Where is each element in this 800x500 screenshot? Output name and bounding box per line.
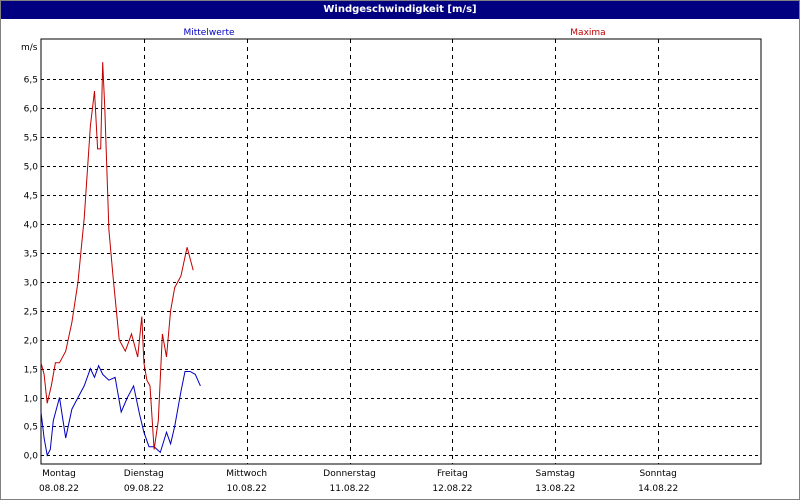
legend-maxima: Maxima xyxy=(570,28,605,38)
y-tick-label: 1,5 xyxy=(24,366,38,376)
y-tick-label: 2,5 xyxy=(24,308,38,318)
day-name-label: Sonntag xyxy=(639,469,676,479)
y-tick-label: 6,0 xyxy=(24,105,39,115)
y-tick-label: 3,0 xyxy=(24,279,39,289)
day-name-label: Montag xyxy=(42,469,76,479)
y-tick-label: 4,5 xyxy=(24,192,38,202)
day-date-label: 08.08.22 xyxy=(39,484,79,494)
window-title: Windgeschwindigkeit [m/s] xyxy=(1,1,799,19)
y-tick-label: 0,0 xyxy=(24,452,39,462)
y-tick-label: 3,5 xyxy=(24,250,38,260)
day-name-label: Samstag xyxy=(536,469,575,479)
y-tick-label: 5,5 xyxy=(24,134,38,144)
day-date-label: 11.08.22 xyxy=(330,484,370,494)
legend-mittelwerte: Mittelwerte xyxy=(183,28,234,38)
y-tick-label: 0,5 xyxy=(24,423,38,433)
y-tick-label: 4,0 xyxy=(24,221,39,231)
day-date-label: 09.08.22 xyxy=(124,484,164,494)
wind-speed-chart: Mittelwerte Maxima 0,0 0,5 1,0 1,5 2,0 2,5 3,0 3… xyxy=(21,28,762,494)
day-name-label: Dienstag xyxy=(124,469,164,479)
y-tick-label: 5,0 xyxy=(24,163,39,173)
plot-frame xyxy=(40,38,762,465)
day-date-label: 14.08.22 xyxy=(638,484,678,494)
day-date-label: 13.08.22 xyxy=(535,484,575,494)
y-tick-label: 6,5 xyxy=(24,76,38,86)
y-axis-label: m/s xyxy=(21,43,38,53)
y-tick-label: 1,0 xyxy=(24,395,39,405)
series-line-maxima xyxy=(40,62,194,450)
y-tick-label: 2,0 xyxy=(24,337,39,347)
series-line-mittelwerte xyxy=(40,364,201,457)
day-date-label: 10.08.22 xyxy=(227,484,267,494)
day-date-label: 12.08.22 xyxy=(432,484,472,494)
day-name-label: Donnerstag xyxy=(323,469,376,479)
day-name-label: Freitag xyxy=(437,469,468,479)
day-name-label: Mittwoch xyxy=(226,469,267,479)
